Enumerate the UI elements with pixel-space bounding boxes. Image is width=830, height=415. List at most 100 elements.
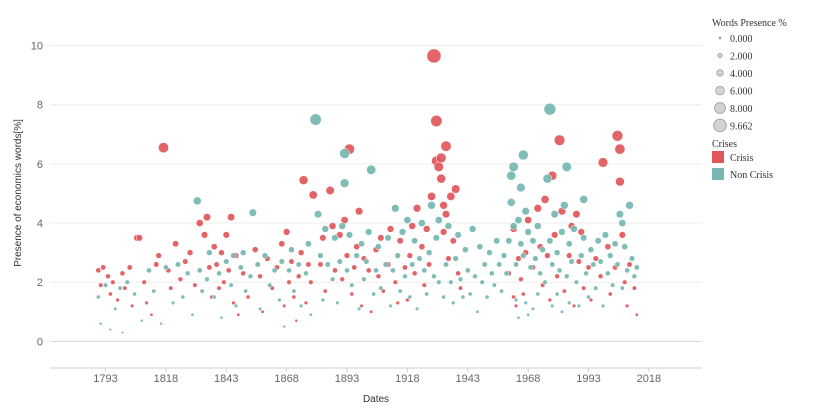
crisis-point [442,210,451,219]
non-crisis-point [282,324,286,329]
crisis-point [581,285,587,291]
x-axis-title: Dates [363,394,389,405]
non-crisis-point [513,261,520,268]
crisis-point [402,264,408,271]
non-crisis-point [476,243,484,251]
crisis-point [524,216,533,224]
non-crisis-point [378,285,384,291]
non-crisis-point [484,294,490,300]
crisis-point [553,134,566,146]
non-crisis-point [335,300,340,306]
non-crisis-point [625,201,634,210]
non-crisis-point [357,306,362,311]
crisis-point [105,273,111,280]
non-crisis-point [499,288,504,294]
size-legend-title: Words Presence % [712,18,787,29]
x-tick-label: 1993 [576,373,600,385]
crisis-point [283,228,291,236]
non-crisis-point [436,279,442,285]
crisis-point [227,213,236,222]
non-crisis-point [513,297,519,303]
x-tick-label: 1968 [516,373,540,385]
y-tick-label: 6 [37,159,43,171]
non-crisis-point [230,252,237,259]
crisis-point [231,300,236,306]
non-crisis-point [184,270,191,277]
non-crisis-point [448,279,454,285]
non-crisis-point [321,225,329,233]
non-crisis-point [543,102,557,116]
x-tick-label: 1893 [335,373,359,385]
crisis-point [225,267,232,274]
non-crisis-point [558,228,566,236]
crisis-point [365,267,372,274]
non-crisis-point [391,204,400,213]
non-crisis-point [532,255,539,262]
non-crisis-point [415,306,420,311]
non-crisis-point [491,282,497,288]
non-crisis-point [621,243,629,251]
crisis-point [520,291,526,297]
x-axis-ticks: 1793 1818 1843 1868 1893 1918 1943 1968 1993 2018 [93,368,661,385]
non-crisis-point [432,234,440,242]
non-crisis-point [199,288,205,294]
crisis-point [332,267,338,274]
non-crisis-point [193,196,202,206]
size-legend-marker [714,102,726,114]
crisis-point [351,264,358,271]
color-legend-swatch [712,168,724,180]
crisis-point [155,252,162,259]
size-legend-label: 9.662 [730,122,753,133]
crisis-point [451,184,461,194]
crisis-point [206,264,213,271]
crisis-point [611,130,624,142]
crisis-point [369,309,374,314]
non-crisis-point [593,285,599,291]
non-crisis-point [537,270,543,277]
crisis-point [119,270,126,277]
non-crisis-point [363,258,370,265]
non-crisis-point [590,261,597,268]
non-crisis-point [139,318,144,323]
non-crisis-point [549,261,556,268]
non-crisis-point [132,291,137,297]
non-crisis-point [508,161,519,172]
non-crisis-point [394,252,401,259]
crisis-point [544,252,551,259]
crisis-point [631,285,637,291]
size-legend-label: 2.000 [730,52,753,63]
crisis-point [511,294,516,300]
non-crisis-point [267,282,273,288]
crisis-point [291,294,297,300]
non-crisis-point [317,252,324,259]
crisis-point [236,312,241,317]
crisis-point [446,192,456,201]
non-crisis-point [542,173,553,184]
non-crisis-point [516,182,526,193]
non-crisis-point [211,294,217,300]
non-crisis-point [344,267,350,274]
non-crisis-point [190,312,195,317]
non-crisis-point [329,276,336,282]
non-crisis-point [524,228,532,236]
crisis-point [182,258,189,265]
crisis-point [303,300,309,306]
crisis-point [634,312,639,317]
crisis-point [359,303,364,308]
crisis-point [433,161,444,172]
non-crisis-point [233,303,239,308]
y-axis-ticks: 0 2 4 6 8 10 [31,41,43,349]
non-crisis-point [460,294,466,300]
non-crisis-point [390,267,396,274]
crisis-point [177,276,184,282]
crisis-point [375,273,382,280]
crisis-point [168,285,174,291]
non-crisis-point [288,246,295,253]
crisis-point [319,234,327,242]
crisis-point [533,204,542,213]
non-crisis-point [299,303,304,308]
size-legend-marker [717,52,723,59]
non-crisis-point [550,303,555,308]
non-crisis-point [418,219,426,227]
crisis-point [339,276,345,282]
